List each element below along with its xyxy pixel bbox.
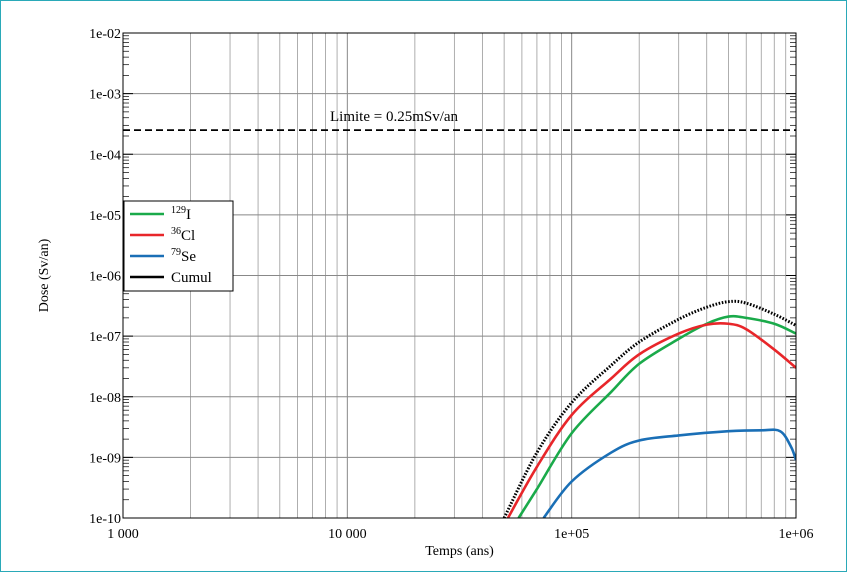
series-line-cl [506,321,796,518]
y-tick-label: 1e-08 [89,391,121,406]
y-tick-label: 1e-02 [89,27,121,42]
plot-border [122,32,797,519]
y-tick-label: 1e-04 [89,148,121,163]
y-tick-label: 1e-05 [89,209,121,224]
y-tick-label: 1e-07 [89,330,121,345]
y-tick-label: 1e-03 [89,88,121,103]
tick-labels: 1 000 10 000 1e+05 1e+06 1e-10 1e-09 1e-08 1e-0… [89,27,813,542]
limit-label: Limite = 0.25mSv/an [330,109,459,125]
x-tick-label: 1e+06 [778,527,813,542]
y-tick-label: 1e-10 [89,512,121,527]
y-tick-label: 1e-09 [89,451,121,466]
x-tick-label: 1 000 [107,527,139,542]
y-axis-label: Dose (Sv/an) [37,238,52,312]
y-tick-label: 1e-06 [89,270,121,285]
limit-layer: Limite = 0.25mSv/an [123,109,796,132]
axis-ticks [123,32,796,519]
legend-entry: Cumul [171,270,212,286]
major-grid [123,33,796,518]
legend-entry: 79Se [171,247,196,265]
x-tick-label: 1e+05 [554,527,589,542]
series-line-se [542,428,796,518]
series-layer [502,299,796,518]
x-tick-label: 10 000 [328,527,367,542]
legend-entry: 129I [171,205,191,223]
legend-entry: 36Cl [171,226,195,244]
series-line-i [517,314,796,518]
series-line-cumul [502,299,796,518]
x-axis-label: Temps (ans) [425,544,494,559]
legend: 129I 36Cl 79Se Cumul [123,200,234,292]
